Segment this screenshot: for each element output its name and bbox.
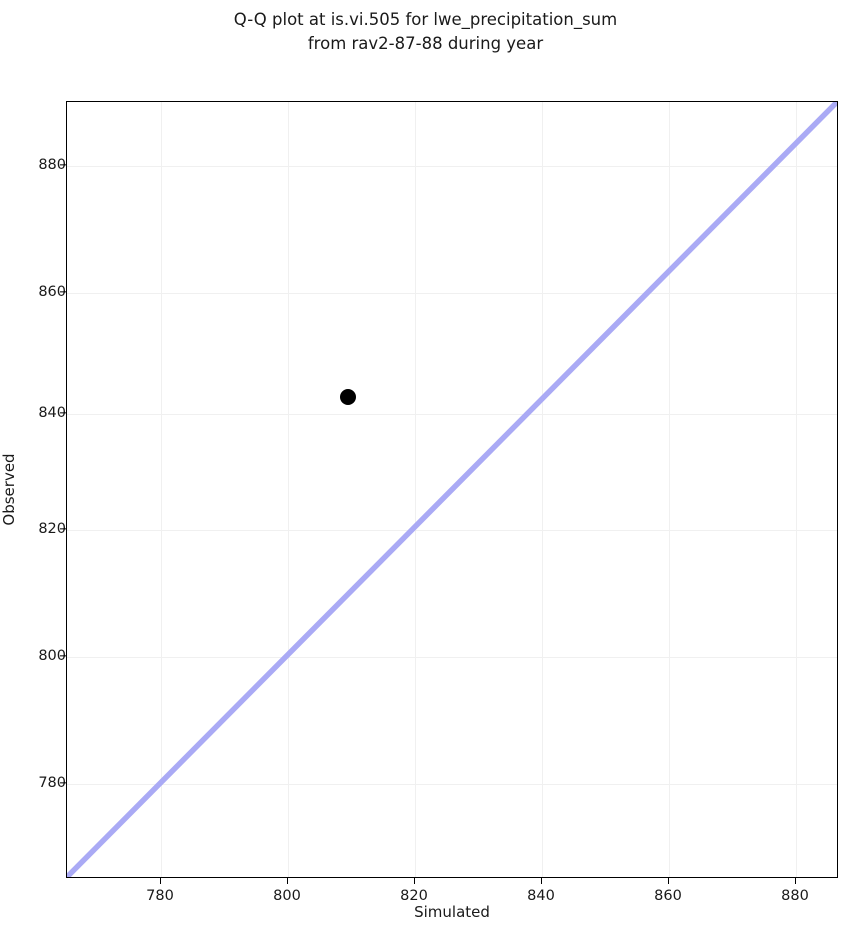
x-axis-label: Simulated — [414, 903, 490, 921]
y-tick-label-780: 780 — [38, 775, 66, 791]
y-tick-label-840: 840 — [38, 405, 66, 421]
gridline-vertical-800 — [288, 102, 289, 877]
x-tick-mark-820 — [414, 878, 416, 884]
x-tick-mark-780 — [160, 878, 162, 884]
data-point — [340, 389, 356, 405]
x-tick-mark-840 — [541, 878, 543, 884]
y-tick-mark-860 — [60, 291, 66, 293]
y-tick-mark-780 — [60, 782, 66, 784]
gridline-horizontal-800 — [67, 657, 837, 658]
y-tick-mark-840 — [60, 412, 66, 414]
plot-area — [66, 101, 838, 878]
y-tick-label-860: 860 — [38, 284, 66, 300]
gridline-vertical-840 — [542, 102, 543, 877]
y-axis-label: Observed — [0, 453, 18, 526]
gridline-horizontal-780 — [67, 784, 837, 785]
chart-title: Q-Q plot at is.vi.505 for lwe_precipitat… — [233, 10, 618, 53]
gridline-horizontal-860 — [67, 293, 837, 294]
gridline-vertical-780 — [161, 102, 162, 877]
y-tick-label-800: 800 — [38, 648, 66, 664]
gridline-vertical-820 — [415, 102, 416, 877]
gridline-horizontal-880 — [67, 166, 837, 167]
gridline-horizontal-840 — [67, 414, 837, 415]
x-tick-label-860: 860 — [654, 888, 682, 904]
x-tick-mark-800 — [287, 878, 289, 884]
x-tick-label-820: 820 — [400, 888, 428, 904]
y-tick-mark-820 — [60, 528, 66, 530]
x-tick-label-780: 780 — [146, 888, 174, 904]
identity-line — [67, 102, 837, 877]
x-tick-label-840: 840 — [527, 888, 555, 904]
y-tick-label-820: 820 — [38, 521, 66, 537]
x-tick-label-800: 800 — [273, 888, 301, 904]
gridline-vertical-860 — [669, 102, 670, 877]
x-tick-mark-880 — [795, 878, 797, 884]
gridline-horizontal-820 — [67, 530, 837, 531]
x-tick-label-880: 880 — [781, 888, 809, 904]
gridline-vertical-880 — [796, 102, 797, 877]
y-tick-mark-880 — [60, 164, 66, 166]
x-tick-mark-860 — [668, 878, 670, 884]
y-axis: 780 800 820 840 860 880 — [0, 101, 66, 878]
y-tick-mark-800 — [60, 655, 66, 657]
y-tick-label-880: 880 — [38, 157, 66, 173]
x-axis: 780 800 820 840 860 880 — [66, 878, 838, 918]
